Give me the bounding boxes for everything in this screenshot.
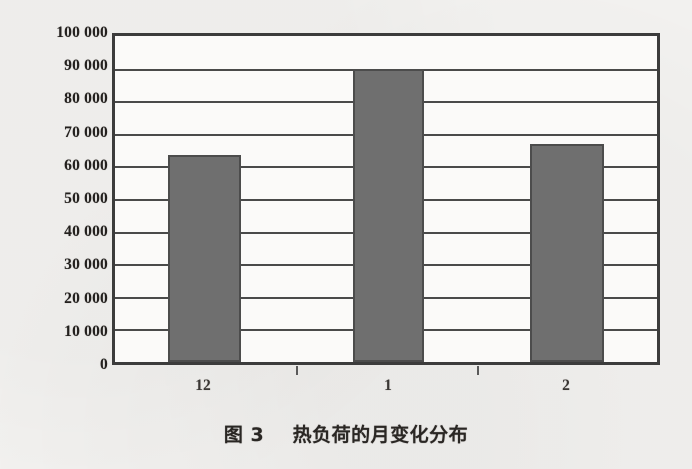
y-axis-tick-label-20000: 20 000 [64,289,108,307]
y-axis-tick-label-40000: 40 000 [64,223,108,241]
x-axis-tick-mark-1 [296,366,298,375]
figure-caption: 图 3 热负荷的月变化分布 [223,424,469,446]
y-axis-tick-label-50000: 50 000 [64,190,108,207]
y-axis-tick-label-0: 0 [100,356,108,373]
plot-area [112,33,660,365]
y-axis-tick-label-30000: 30 000 [64,256,108,274]
y-axis-tick-label-80000: 80 000 [64,90,108,108]
bar-2[interactable] [530,143,604,362]
x-axis-label-12: 12 [195,377,211,394]
bar-1[interactable] [353,68,424,362]
x-axis-label-2: 2 [562,377,570,394]
y-axis-tick-label-90000: 90 000 [64,57,108,75]
y-axis-labels: 100 000 90 000 80 000 70 000 60 000 50 0… [0,0,108,469]
y-axis-tick-label-100000: 100 000 [56,24,108,41]
x-axis-tick-mark-2 [477,366,479,375]
y-axis-tick-label-60000: 60 000 [64,156,108,174]
bars-layer [115,36,657,362]
x-axis-label-1: 1 [384,377,392,394]
y-axis-tick-label-70000: 70 000 [64,123,108,141]
y-axis-tick-label-10000: 10 000 [64,322,108,340]
bar-12[interactable] [168,155,241,362]
